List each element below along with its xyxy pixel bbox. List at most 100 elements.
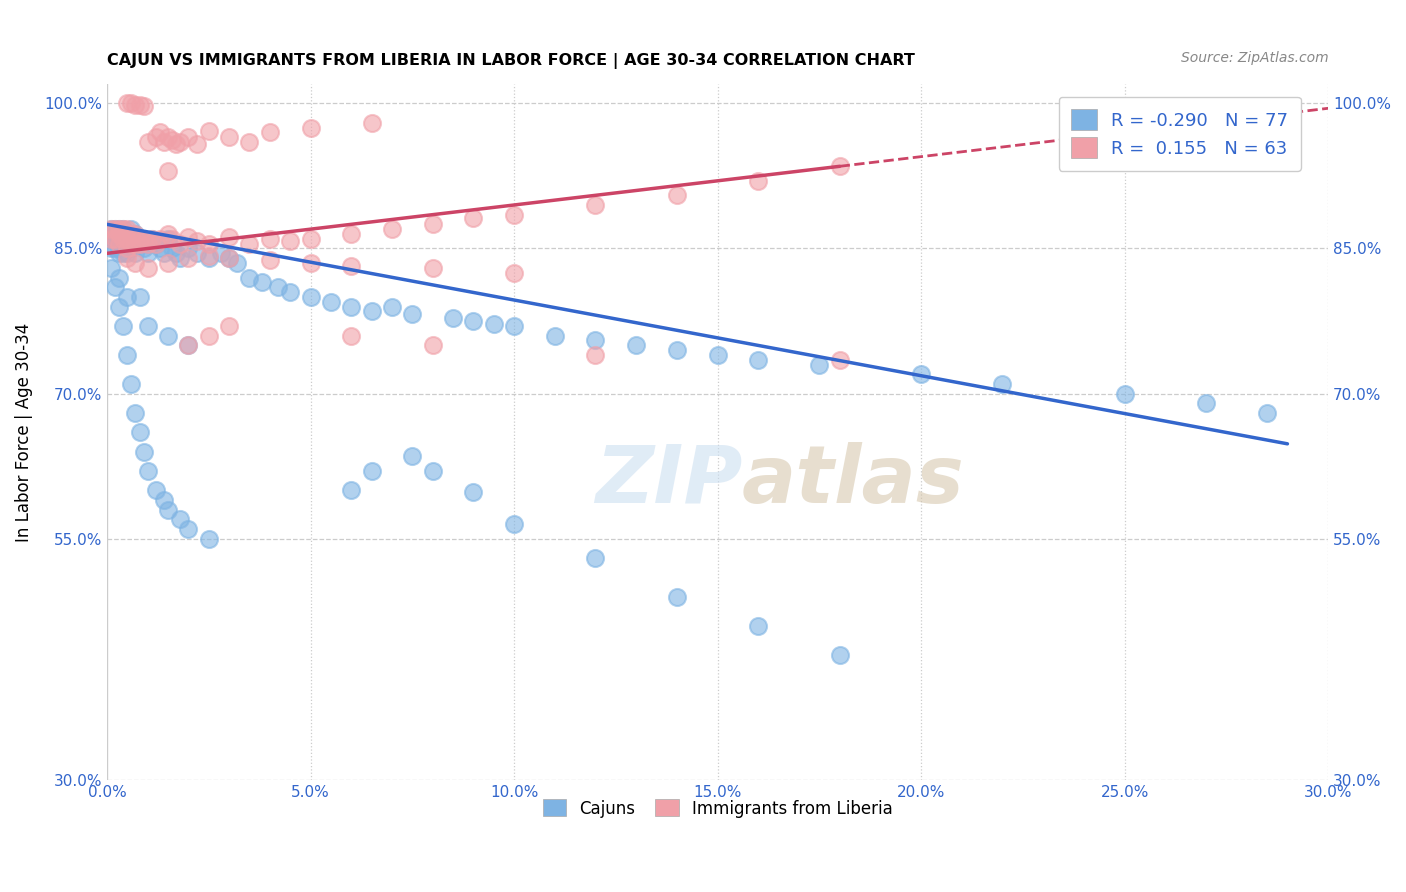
- Point: [624, 338, 647, 352]
- Point: [112, 318, 135, 333]
- Point: [360, 116, 382, 130]
- Point: [104, 222, 127, 236]
- Point: [136, 318, 159, 333]
- Point: [278, 234, 301, 248]
- Point: [197, 249, 219, 263]
- Point: [132, 242, 155, 256]
- Point: [153, 492, 176, 507]
- Point: [463, 485, 485, 500]
- Point: [145, 130, 167, 145]
- Point: [124, 98, 146, 112]
- Point: [197, 251, 219, 265]
- Point: [177, 522, 200, 536]
- Point: [238, 270, 260, 285]
- Point: [136, 260, 159, 275]
- Point: [100, 222, 122, 236]
- Point: [149, 242, 172, 256]
- Point: [991, 376, 1014, 391]
- Point: [104, 242, 127, 256]
- Point: [145, 483, 167, 498]
- Point: [299, 256, 322, 270]
- Point: [259, 126, 281, 140]
- Point: [136, 236, 159, 251]
- Point: [828, 648, 851, 662]
- Point: [117, 246, 139, 260]
- Point: [157, 130, 180, 145]
- Point: [157, 227, 180, 241]
- Point: [157, 328, 180, 343]
- Point: [226, 256, 249, 270]
- Point: [157, 256, 180, 270]
- Point: [112, 222, 135, 236]
- Point: [104, 232, 127, 246]
- Point: [100, 232, 122, 246]
- Point: [218, 230, 240, 244]
- Point: [136, 464, 159, 478]
- Point: [218, 130, 240, 145]
- Point: [259, 253, 281, 268]
- Point: [120, 96, 142, 111]
- Point: [124, 227, 146, 241]
- Point: [340, 328, 363, 343]
- Point: [132, 232, 155, 246]
- Point: [149, 232, 172, 246]
- Point: [503, 318, 526, 333]
- Point: [104, 232, 127, 246]
- Point: [544, 328, 567, 343]
- Point: [112, 246, 135, 260]
- Y-axis label: In Labor Force | Age 30-34: In Labor Force | Age 30-34: [15, 323, 32, 541]
- Point: [665, 188, 688, 202]
- Point: [340, 227, 363, 241]
- Point: [160, 242, 183, 256]
- Point: [124, 236, 146, 251]
- Point: [120, 236, 142, 251]
- Point: [100, 222, 122, 236]
- Point: [267, 280, 290, 294]
- Point: [132, 444, 155, 458]
- Point: [197, 236, 219, 251]
- Point: [340, 259, 363, 273]
- Text: Source: ZipAtlas.com: Source: ZipAtlas.com: [1181, 51, 1329, 65]
- Point: [401, 307, 423, 321]
- Point: [160, 133, 183, 147]
- Point: [153, 246, 176, 260]
- Point: [706, 348, 728, 362]
- Point: [177, 130, 200, 145]
- Point: [177, 251, 200, 265]
- Point: [218, 251, 240, 265]
- Point: [117, 242, 139, 256]
- Point: [104, 280, 127, 294]
- Point: [145, 236, 167, 251]
- Point: [747, 352, 769, 367]
- Point: [108, 222, 131, 236]
- Point: [665, 590, 688, 604]
- Point: [128, 232, 150, 246]
- Point: [120, 376, 142, 391]
- Point: [128, 236, 150, 251]
- Point: [401, 450, 423, 464]
- Point: [104, 227, 127, 241]
- Point: [117, 251, 139, 265]
- Point: [583, 550, 606, 565]
- Legend: Cajuns, Immigrants from Liberia: Cajuns, Immigrants from Liberia: [536, 793, 900, 824]
- Point: [149, 126, 172, 140]
- Point: [238, 236, 260, 251]
- Point: [381, 222, 404, 236]
- Point: [422, 338, 444, 352]
- Point: [136, 135, 159, 149]
- Point: [100, 260, 122, 275]
- Point: [124, 406, 146, 420]
- Point: [108, 227, 131, 241]
- Point: [299, 290, 322, 304]
- Point: [360, 304, 382, 318]
- Point: [112, 236, 135, 251]
- Text: atlas: atlas: [742, 442, 965, 520]
- Point: [422, 217, 444, 231]
- Point: [117, 227, 139, 241]
- Point: [112, 232, 135, 246]
- Point: [197, 328, 219, 343]
- Point: [117, 290, 139, 304]
- Point: [503, 266, 526, 280]
- Point: [136, 236, 159, 251]
- Point: [360, 464, 382, 478]
